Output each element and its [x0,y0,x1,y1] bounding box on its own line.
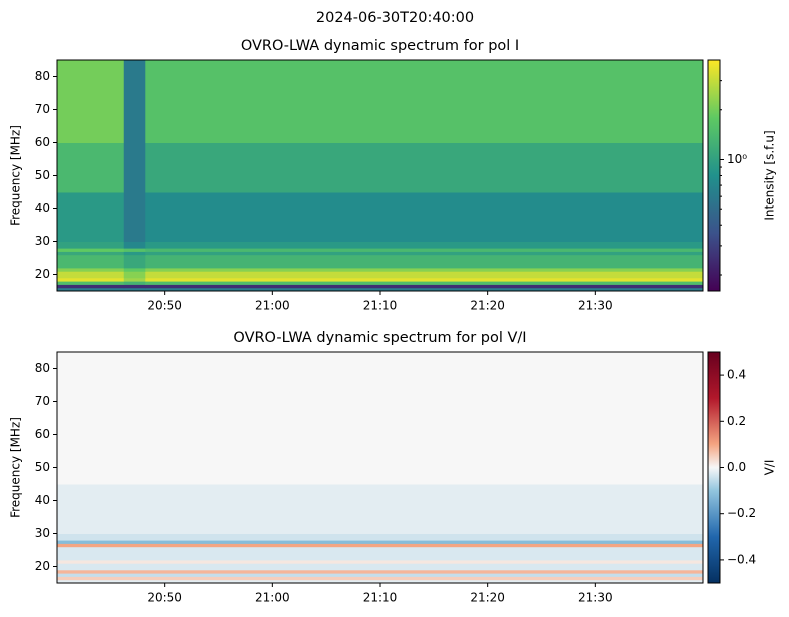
heatmap-cell [123,142,146,193]
x-tick-label: 20:50 [147,299,182,313]
figure-title: 2024-06-30T20:40:00 [316,10,474,26]
x-tick-label: 21:20 [470,299,505,313]
heatmap-cell [57,142,125,193]
y-tick-label: 30 [35,234,50,248]
heatmap-cell [145,281,704,285]
heatmap-cell [123,254,146,269]
heatmap-cell [57,559,704,564]
heatmap-cell [57,579,704,584]
x-tick-label: 21:30 [578,591,613,605]
colorbar-tick-label: 0.2 [727,414,746,428]
heatmap-cell [123,284,146,289]
x-tick-label: 21:20 [470,591,505,605]
y-tick-label: 80 [35,361,50,375]
heatmap-cell [57,569,704,574]
colorbar [707,59,721,292]
heatmap-cell [123,192,146,242]
y-tick-label: 40 [35,201,50,215]
heatmap-cell [57,281,125,285]
heatmap-cell [57,241,125,249]
axes-title: OVRO-LWA dynamic spectrum for pol V/I [233,330,526,346]
colorbar-tick-label: −0.4 [727,552,756,566]
colorbar-label: V/I [763,460,777,476]
heatmap-cell [123,277,146,282]
y-tick-label: 20 [35,267,50,281]
heatmap-cell [123,241,146,249]
heatmap-cell [145,60,704,143]
heatmap-cell [123,281,146,285]
x-tick-label: 20:50 [147,591,182,605]
y-tick-label: 20 [35,559,50,573]
heatmap-cell [57,484,704,534]
y-tick-label: 70 [35,394,50,408]
heatmap-cell [123,267,146,272]
heatmap-cell [57,533,704,541]
heatmap-cell [57,251,125,256]
y-axis-label: Frequency [MHz] [9,417,23,518]
heatmap-cell [145,287,704,292]
heatmap-cell [145,251,704,256]
heatmap-cell [145,271,704,279]
heatmap-cell [57,543,704,548]
heatmap-cell [145,267,704,272]
y-tick-label: 50 [35,460,50,474]
colorbar [707,351,721,584]
x-tick-label: 21:00 [255,591,290,605]
heatmap-cell [145,277,704,282]
heatmap-cell [57,546,704,561]
heatmap-cell [57,271,125,279]
heatmap-cell [123,251,146,256]
y-tick-label: 30 [35,526,50,540]
heatmap-cell [57,60,125,143]
heatmap-cell [57,192,125,242]
heatmap-cell [57,267,125,272]
heatmap-cell [145,142,704,193]
y-tick-label: 60 [35,135,50,149]
heatmap-cell [145,241,704,249]
heatmap-cell [57,287,125,292]
y-axis-label: Frequency [MHz] [9,125,23,226]
heatmap-cell [123,287,146,292]
x-tick-label: 21:10 [363,299,398,313]
heatmap-cell [57,540,704,544]
colorbar-label: Intensity [s.f.u] [763,130,777,220]
colorbar-tick-label: 0.4 [727,368,746,382]
heatmap-cell [57,277,125,282]
heatmap-cell [145,248,704,252]
y-tick-label: 50 [35,168,50,182]
heatmap-cell [57,573,704,577]
y-tick-label: 60 [35,427,50,441]
heatmap-cell [123,248,146,252]
heatmap-cell [123,271,146,279]
heatmap-cell [145,192,704,242]
colorbar-tick-label: 10⁰ [727,152,747,166]
heatmap-cell [57,248,125,252]
x-tick-label: 21:10 [363,591,398,605]
y-tick-label: 70 [35,102,50,116]
heatmap-cell [145,284,704,289]
colorbar-tick-label: −0.2 [727,506,756,520]
heatmap-cell [57,254,125,269]
heatmap-cell [145,254,704,269]
heatmap-cell [123,60,146,143]
heatmap-cell [57,284,125,289]
y-tick-label: 80 [35,69,50,83]
heatmap-cell [57,352,704,435]
heatmap-cell [57,434,704,485]
heatmap-cell [57,576,704,581]
y-tick-label: 40 [35,493,50,507]
x-tick-label: 21:30 [578,299,613,313]
heatmap-cell [57,563,704,571]
axes-title: OVRO-LWA dynamic spectrum for pol I [241,38,519,54]
colorbar-tick-label: 0.0 [727,460,746,474]
x-tick-label: 21:00 [255,299,290,313]
